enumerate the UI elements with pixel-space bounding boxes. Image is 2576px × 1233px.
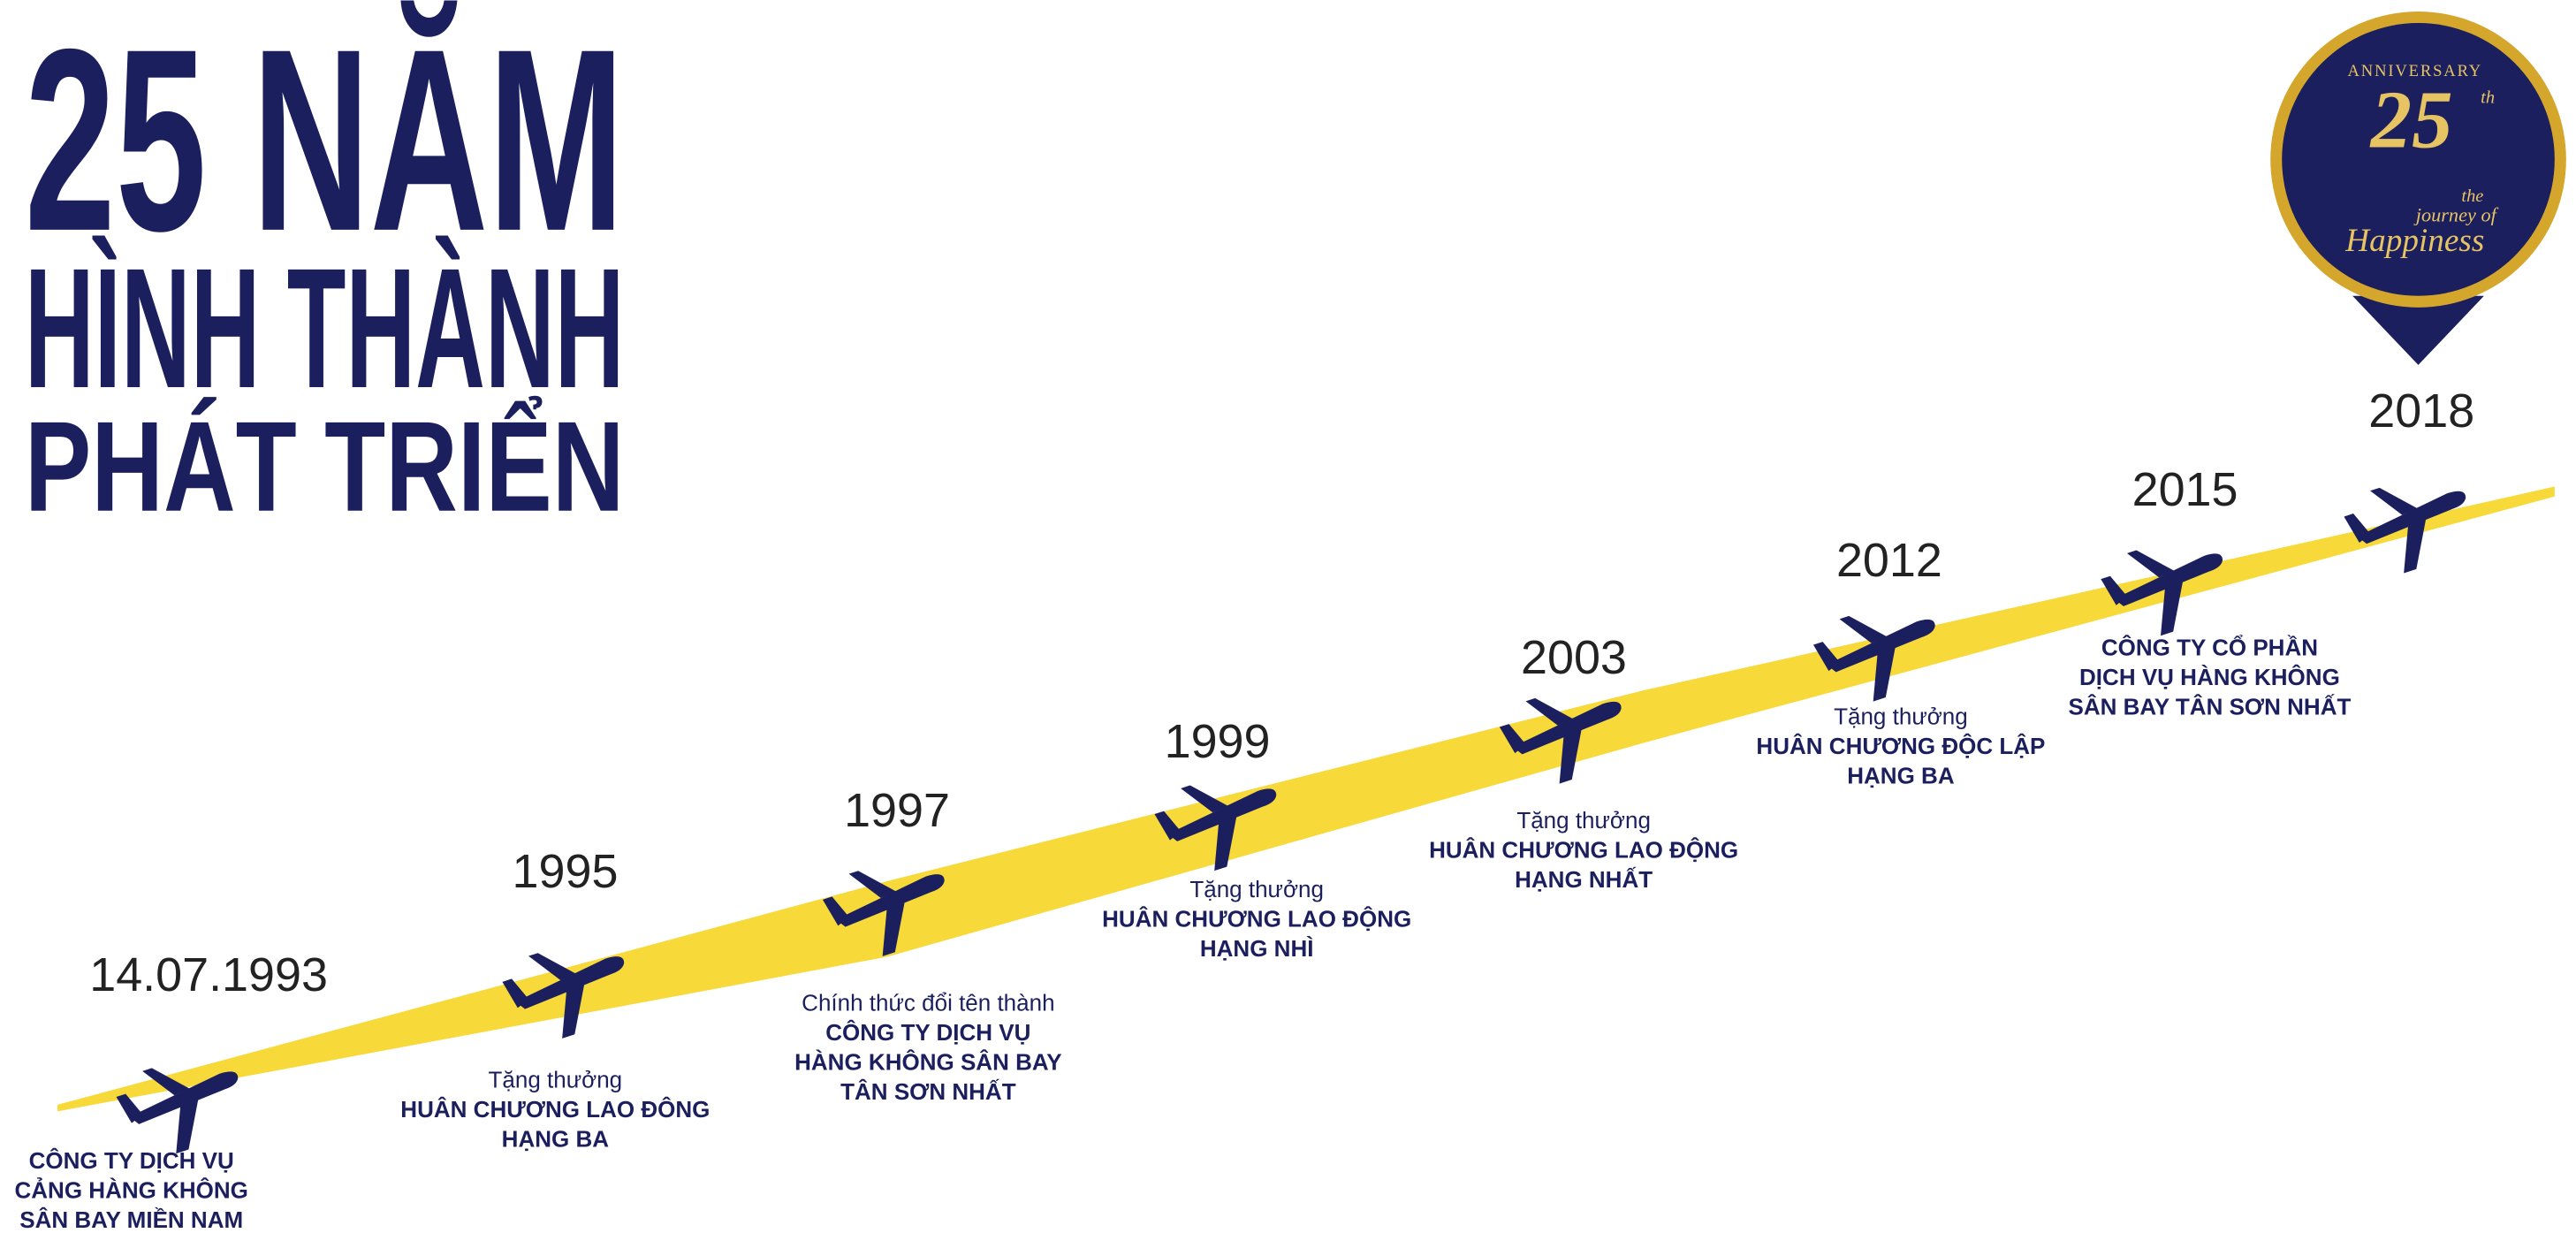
milestone-intro: Tặng thưởng (1834, 704, 1968, 730)
badge-text: Happiness (2344, 223, 2484, 259)
badge: ANNIVERSARY 25 th the journey of Happine… (2270, 11, 2566, 365)
plane-body (2357, 491, 2466, 544)
timeline-band (57, 486, 2555, 1112)
milestone-line: HUÂN CHƯƠNG LAO ĐÔNG (400, 1096, 710, 1123)
plane-wing (1559, 726, 1583, 784)
plane-body (1827, 619, 1935, 673)
milestone-line: HẠNG NHÌ (1200, 935, 1314, 962)
plane-body (1167, 788, 1277, 841)
milestone-date: 1997 (844, 784, 950, 837)
plane-tail (1499, 724, 1526, 754)
plane-icon (2344, 487, 2466, 574)
plane-wing (1181, 785, 1228, 813)
plane-icon (502, 953, 625, 1039)
plane-wing (2161, 578, 2184, 636)
title-line: HÌNH THÀNH (25, 232, 625, 423)
plane-tail (2344, 514, 2371, 544)
title-line: PHÁT TRIỂN (25, 395, 625, 538)
badge-text: the (2461, 186, 2483, 206)
milestone-intro: Tặng thưởng (1516, 807, 1651, 833)
milestone-line: HẠNG NHẤT (1515, 866, 1653, 893)
plane-tail (1812, 642, 1840, 672)
plane-tail (822, 896, 849, 926)
plane-wing (2126, 550, 2175, 578)
plane-wing (1839, 615, 1887, 643)
badge-text: ANNIVERSARY (2348, 62, 2483, 80)
badge-text: th (2481, 88, 2495, 107)
milestone-date: 2003 (1521, 631, 1627, 684)
plane-wing (1525, 697, 1573, 726)
plane-body (1513, 701, 1622, 755)
plane-wing (528, 953, 576, 980)
plane-tail (116, 1093, 143, 1123)
plane-wing (1873, 643, 1896, 702)
milestone-line: CÔNG TY DỊCH VỤ (29, 1147, 234, 1174)
plane-wing (882, 898, 906, 956)
plane-icon (2101, 550, 2223, 636)
milestone-line: CÔNG TY DỊCH VỤ (825, 1019, 1030, 1046)
badge-pointer (2352, 295, 2484, 365)
plane-wing (1214, 813, 1237, 871)
plane-tail (502, 978, 529, 1008)
milestone-line: HUÂN CHƯƠNG LAO ĐỘNG (1429, 836, 1738, 863)
plane-body (2114, 553, 2223, 606)
badge-face (2282, 23, 2555, 296)
plane-wing (848, 871, 896, 898)
plane-icon (116, 1068, 239, 1154)
badge-number: 25 (2369, 74, 2453, 165)
milestone-line: TÂN SƠN NHẤT (840, 1078, 1016, 1105)
milestone-line: HUÂN CHƯƠNG LAO ĐỘNG (1102, 905, 1411, 932)
milestone-line: HUÂN CHƯƠNG ĐỘC LẬP (1756, 733, 2045, 759)
plane-body (515, 956, 625, 1009)
milestone-intro: Tặng thưởng (1189, 876, 1324, 902)
milestone-intro: Chính thức đổi tên thành (802, 989, 1054, 1016)
milestone-line: HÀNG KHÔNG SÂN BAY (794, 1048, 1062, 1075)
plane-tail (2101, 575, 2128, 605)
plane-wing (2370, 487, 2418, 515)
milestone-line: SÂN BAY MIỀN NAM (19, 1206, 243, 1233)
milestone-line: HẠNG BA (1847, 763, 1955, 789)
milestone-line: HẠNG BA (502, 1126, 610, 1153)
plane-wing (142, 1068, 190, 1096)
milestone-date: 1995 (513, 845, 619, 898)
milestone-line: CÔNG TY CỔ PHẦN (2101, 635, 2318, 661)
milestone-date: 1999 (1165, 715, 1271, 768)
milestone-line: CẢNG HÀNG KHÔNG (15, 1176, 248, 1203)
milestone-intro: Tặng thưởng (489, 1067, 623, 1093)
plane-icon (1499, 697, 1622, 784)
plane-icon (822, 871, 945, 956)
badge-text: journey of (2413, 204, 2499, 226)
title-line: 25 NĂM (25, 0, 625, 285)
plane-tail (1154, 811, 1182, 841)
plane-icon (1154, 785, 1277, 871)
plane-wing (2404, 515, 2427, 574)
plane-body (836, 874, 945, 927)
plane-wing (562, 980, 585, 1039)
plane-body (129, 1071, 239, 1124)
milestone-date: 2018 (2368, 384, 2474, 438)
milestone-line: SÂN BAY TÂN SƠN NHẤT (2068, 694, 2351, 720)
plane-wing (176, 1095, 200, 1154)
milestone-date: 2015 (2132, 463, 2238, 516)
milestone-date: 2012 (1836, 534, 1942, 587)
plane-icon (1812, 615, 1935, 702)
milestone-date: 14.07.1993 (89, 948, 328, 1001)
milestone-line: DỊCH VỤ HÀNG KHÔNG (2079, 664, 2340, 690)
